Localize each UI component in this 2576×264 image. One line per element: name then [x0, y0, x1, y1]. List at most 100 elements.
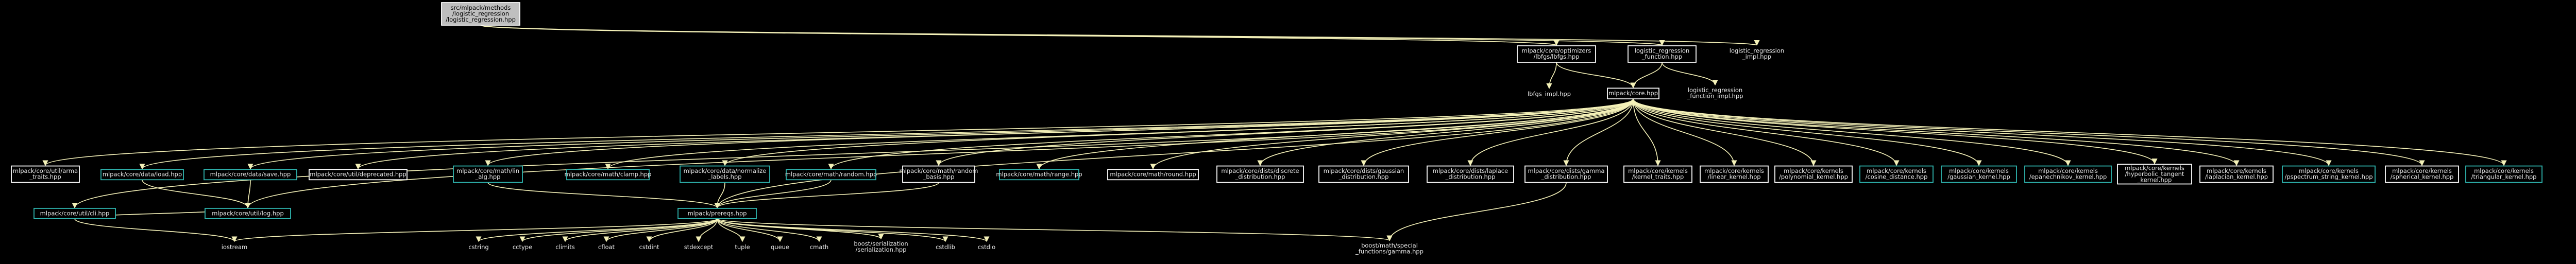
- node-lrfunc[interactable]: logistic_regression_function.hpp: [1628, 45, 1697, 63]
- node-label: /logistic_regression.hpp: [446, 16, 516, 23]
- node-cstdlib: cstdlib: [930, 241, 961, 253]
- node-label: mlpack/core.hpp: [1608, 90, 1658, 97]
- node-gaussian_kernel[interactable]: mlpack/core/kernels/gaussian_kernel.hpp: [1941, 165, 2017, 183]
- node-label: _distribution.hpp: [1541, 173, 1591, 181]
- node-box: [1682, 85, 1748, 102]
- node-box: [2024, 165, 2112, 183]
- node-serialtraits[interactable]: mlpack/core/util/arma_traits.hpp: [11, 165, 80, 183]
- node-label: mlpack/core/math/random.hpp: [785, 171, 877, 178]
- edge-lbfgs-to-lbfgsimpl: [1546, 62, 1557, 90]
- node-cosine[interactable]: mlpack/core/kernels/cosine_distance.hpp: [1859, 165, 1934, 183]
- node-box: [205, 207, 291, 219]
- node-queue: queue: [766, 241, 794, 253]
- node-label: mlpack/core/data/normalize: [684, 167, 767, 174]
- node-label: _alg.hpp: [475, 173, 501, 181]
- node-box: [11, 165, 80, 183]
- node-box: [677, 207, 757, 219]
- node-random_basis[interactable]: mlpack/core/math/random_basis.hpp: [900, 165, 978, 183]
- node-box: [507, 241, 538, 253]
- node-lbfgsimpl: lbfgs_impl.hpp: [1522, 89, 1577, 100]
- edge-prereqs-to-gamma: [717, 218, 1392, 241]
- node-cli[interactable]: mlpack/core/util/cli.hpp: [33, 207, 116, 219]
- edge-core-to-log: [245, 99, 1634, 208]
- node-save[interactable]: mlpack/core/data/save.hpp: [204, 169, 297, 181]
- node-epanechnikov[interactable]: mlpack/core/kernels/epanechnikov_kernel.…: [2024, 165, 2112, 183]
- node-triangular[interactable]: mlpack/core/kernels/triangular_kernel.hp…: [2465, 165, 2543, 183]
- edge-core-to-discrete: [1257, 99, 1634, 166]
- edge-prereqs-to-queue: [717, 218, 783, 242]
- node-random[interactable]: mlpack/core/math/random.hpp: [785, 169, 877, 181]
- node-box: [730, 241, 755, 253]
- node-box: [309, 169, 408, 181]
- node-label: mlpack/core/util/deprecated.hpp: [310, 171, 406, 178]
- edge-core-to-linear_kernel: [1633, 99, 1737, 166]
- node-label: mlpack/core/data/load.hpp: [103, 171, 182, 178]
- node-label: mlpack/core/util/arma: [13, 167, 78, 174]
- edge-core-to-gaussian_kernel: [1633, 99, 1982, 166]
- node-label: cmath: [810, 243, 828, 251]
- node-box: [453, 165, 523, 183]
- node-label: mlpack/core/kernels: [2207, 167, 2266, 174]
- node-box: [33, 207, 116, 219]
- node-box: [1216, 165, 1304, 183]
- node-round[interactable]: mlpack/core/math/round.hpp: [1107, 169, 1199, 181]
- edge-lin_alg-to-prereqs: [487, 182, 720, 208]
- node-polynomial[interactable]: mlpack/core/kernels/polynomial_kernel.hp…: [1774, 165, 1853, 183]
- node-box: [1859, 165, 1934, 183]
- edge-prereqs-to-cctype: [519, 218, 718, 242]
- node-label: /triangular_kernel.hpp: [2471, 173, 2537, 181]
- node-label: mlpack/core/kernels: [2125, 164, 2184, 171]
- node-lin_alg[interactable]: mlpack/core/math/lin_alg.hpp: [453, 165, 523, 183]
- edge-prereqs-to-cmath: [717, 218, 822, 242]
- node-tangent[interactable]: mlpack/core/kernels/hyperbolic_tangent_k…: [2117, 164, 2192, 185]
- node-laplace_dist[interactable]: mlpack/core/dists/laplace_distribution.h…: [1427, 165, 1514, 183]
- node-range[interactable]: mlpack/core/math/range.hpp: [996, 169, 1082, 181]
- node-gamma_dist[interactable]: mlpack/core/dists/gamma_distribution.hpp: [1524, 165, 1608, 183]
- node-pspectrum[interactable]: mlpack/core/kernels/pspectrum_string_ker…: [2282, 165, 2376, 183]
- edge-core-to-pspectrum: [1633, 98, 2332, 166]
- node-box: [2117, 164, 2192, 185]
- node-kernel_traits[interactable]: mlpack/core/kernels/kernel_traits.hpp: [1623, 165, 1692, 183]
- node-laplacian[interactable]: mlpack/core/kernels/laplacian_kernel.hpp: [2199, 165, 2274, 183]
- node-box: [1517, 45, 1596, 63]
- node-lbfgs[interactable]: mlpack/core/optimizers/lbfgs/lbfgs.hpp: [1517, 45, 1596, 63]
- node-label: /logistic_regression: [452, 10, 509, 17]
- edge-core-to-spherical: [1633, 98, 2425, 166]
- node-label: /spherical_kernel.hpp: [2391, 173, 2454, 181]
- node-box: [1607, 87, 1659, 100]
- edge-core-to-cosine: [1633, 99, 1900, 166]
- edge-core-to-gaussian_dist: [1361, 99, 1634, 166]
- node-label: mlpack/core/util/log.hpp: [212, 209, 284, 217]
- node-label: mlpack/core/math/round.hpp: [1110, 171, 1196, 178]
- node-label: mlpack/core/data/save.hpp: [210, 171, 291, 178]
- node-linear_kernel[interactable]: mlpack/core/kernels/linear_kernel.hpp: [1700, 165, 1769, 183]
- node-discrete[interactable]: mlpack/core/dists/discrete_distribution.…: [1216, 165, 1304, 183]
- node-load[interactable]: mlpack/core/data/load.hpp: [100, 169, 184, 181]
- edge-core-to-save: [247, 98, 1634, 170]
- edge-prereqs-to-climits: [562, 218, 718, 242]
- node-clamp[interactable]: mlpack/core/math/clamp.hpp: [565, 169, 652, 181]
- node-label: queue: [771, 243, 789, 251]
- node-box: [216, 241, 253, 253]
- node-spherical[interactable]: mlpack/core/kernels/spherical_kernel.hpp: [2385, 165, 2459, 183]
- node-deprecated[interactable]: mlpack/core/util/deprecated.hpp: [309, 169, 408, 181]
- edge-gamma_dist-to-gamma: [1386, 182, 1567, 241]
- node-log[interactable]: mlpack/core/util/log.hpp: [205, 207, 291, 219]
- node-box: [805, 241, 833, 253]
- node-gaussian_dist[interactable]: mlpack/core/dists/gaussian_distribution.…: [1318, 165, 1409, 183]
- node-label: cstdio: [978, 243, 995, 251]
- edge-core-to-random_basis: [936, 98, 1634, 166]
- node-label: _traits.hpp: [29, 173, 61, 181]
- node-label: logistic_regression: [1730, 47, 1784, 55]
- node-label: mlpack/core/math/lin: [456, 167, 519, 174]
- node-lrfuncimpl: logistic_regression_function_impl.hpp: [1682, 85, 1748, 102]
- node-label: _labels.hpp: [707, 173, 741, 181]
- edge-random-to-prereqs: [714, 180, 832, 208]
- node-prereqs[interactable]: mlpack/prereqs.hpp: [677, 207, 757, 219]
- node-label: logistic_regression: [1635, 47, 1689, 55]
- node-core[interactable]: mlpack/core.hpp: [1607, 87, 1659, 100]
- node-normalize[interactable]: mlpack/core/data/normalize_labels.hpp: [680, 165, 770, 183]
- node-label: /linear_kernel.hpp: [1707, 173, 1760, 181]
- node-box: [680, 165, 770, 183]
